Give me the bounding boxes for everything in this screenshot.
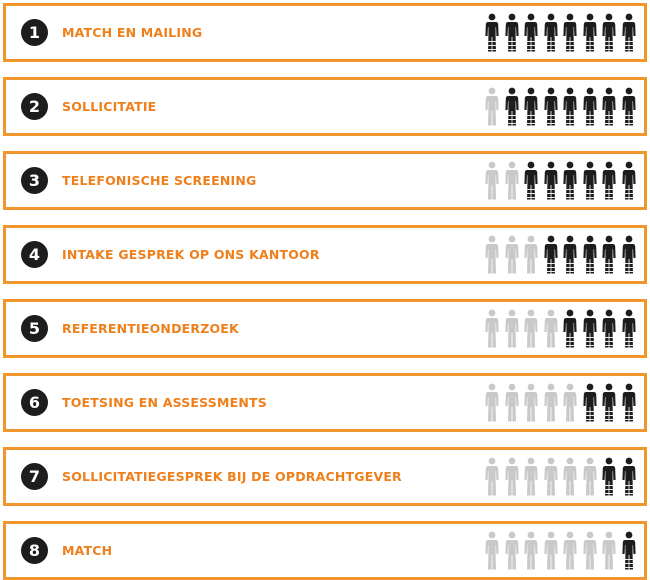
person-icon xyxy=(504,87,519,127)
person-icon xyxy=(563,161,577,201)
person-icon xyxy=(543,383,558,423)
step-label: TELEFONISCHE SCREENING xyxy=(62,173,257,188)
step-row: 8 MATCH xyxy=(3,521,647,580)
people-row xyxy=(485,13,636,53)
person-icon xyxy=(602,13,616,53)
person-icon xyxy=(621,87,636,127)
people-row xyxy=(485,531,636,571)
person-icon xyxy=(621,383,636,423)
people-row xyxy=(485,457,636,497)
step-label: MATCH xyxy=(62,543,113,558)
person-icon xyxy=(582,161,597,201)
step-label: MATCH EN MAILING xyxy=(62,25,203,40)
step-number-badge: 4 xyxy=(21,241,48,268)
person-icon xyxy=(524,87,538,127)
person-icon xyxy=(621,235,636,275)
person-icon xyxy=(524,13,538,53)
person-icon xyxy=(602,531,616,571)
person-icon xyxy=(543,235,558,275)
person-icon xyxy=(563,531,577,571)
person-icon xyxy=(602,457,616,497)
person-icon xyxy=(621,531,636,571)
person-icon xyxy=(485,383,499,423)
step-number-badge: 8 xyxy=(21,537,48,564)
person-icon xyxy=(485,235,499,275)
person-icon xyxy=(582,235,597,275)
person-icon xyxy=(563,457,577,497)
person-icon xyxy=(504,309,519,349)
people-row xyxy=(485,87,636,127)
step-number-badge: 6 xyxy=(21,389,48,416)
person-icon xyxy=(485,309,499,349)
person-icon xyxy=(582,309,597,349)
person-icon xyxy=(602,235,616,275)
people-row xyxy=(485,235,636,275)
person-icon xyxy=(485,13,499,53)
person-icon xyxy=(582,457,597,497)
person-icon xyxy=(582,531,597,571)
step-row: 5 REFERENTIEONDERZOEK xyxy=(3,299,647,358)
step-row: 3 TELEFONISCHE SCREENING xyxy=(3,151,647,210)
person-icon xyxy=(504,457,519,497)
step-number-badge: 7 xyxy=(21,463,48,490)
person-icon xyxy=(563,235,577,275)
person-icon xyxy=(485,87,499,127)
person-icon xyxy=(543,87,558,127)
person-icon xyxy=(582,87,597,127)
person-icon xyxy=(543,309,558,349)
person-icon xyxy=(621,309,636,349)
person-icon xyxy=(524,457,538,497)
step-label: SOLLICITATIE xyxy=(62,99,157,114)
step-row: 6 TOETSING EN ASSESSMENTS xyxy=(3,373,647,432)
selection-process-steps: 1 MATCH EN MAILING 2 SOLLICITATIE 3 TELE… xyxy=(3,3,647,580)
person-icon xyxy=(563,13,577,53)
person-icon xyxy=(524,309,538,349)
person-icon xyxy=(621,161,636,201)
person-icon xyxy=(504,383,519,423)
person-icon xyxy=(543,531,558,571)
person-icon xyxy=(504,235,519,275)
step-label: INTAKE GESPREK OP ONS KANTOOR xyxy=(62,247,320,262)
people-row xyxy=(485,161,636,201)
person-icon xyxy=(582,383,597,423)
step-row: 2 SOLLICITATIE xyxy=(3,77,647,136)
step-number-badge: 1 xyxy=(21,19,48,46)
step-row: 7 SOLLICITATIEGESPREK BIJ DE OPDRACHTGEV… xyxy=(3,447,647,506)
person-icon xyxy=(524,161,538,201)
person-icon xyxy=(504,13,519,53)
people-row xyxy=(485,309,636,349)
person-icon xyxy=(504,531,519,571)
step-number-badge: 2 xyxy=(21,93,48,120)
person-icon xyxy=(602,87,616,127)
people-row xyxy=(485,383,636,423)
person-icon xyxy=(621,13,636,53)
person-icon xyxy=(524,531,538,571)
person-icon xyxy=(621,457,636,497)
step-label: SOLLICITATIEGESPREK BIJ DE OPDRACHTGEVER xyxy=(62,469,402,484)
person-icon xyxy=(602,161,616,201)
person-icon xyxy=(524,235,538,275)
person-icon xyxy=(563,87,577,127)
step-row: 1 MATCH EN MAILING xyxy=(3,3,647,62)
step-row: 4 INTAKE GESPREK OP ONS KANTOOR xyxy=(3,225,647,284)
person-icon xyxy=(602,383,616,423)
step-number-badge: 5 xyxy=(21,315,48,342)
person-icon xyxy=(543,457,558,497)
step-label: TOETSING EN ASSESSMENTS xyxy=(62,395,267,410)
step-label: REFERENTIEONDERZOEK xyxy=(62,321,239,336)
person-icon xyxy=(485,531,499,571)
person-icon xyxy=(485,457,499,497)
person-icon xyxy=(524,383,538,423)
person-icon xyxy=(504,161,519,201)
person-icon xyxy=(485,161,499,201)
person-icon xyxy=(543,13,558,53)
step-number-badge: 3 xyxy=(21,167,48,194)
person-icon xyxy=(602,309,616,349)
person-icon xyxy=(582,13,597,53)
person-icon xyxy=(563,309,577,349)
person-icon xyxy=(543,161,558,201)
person-icon xyxy=(563,383,577,423)
